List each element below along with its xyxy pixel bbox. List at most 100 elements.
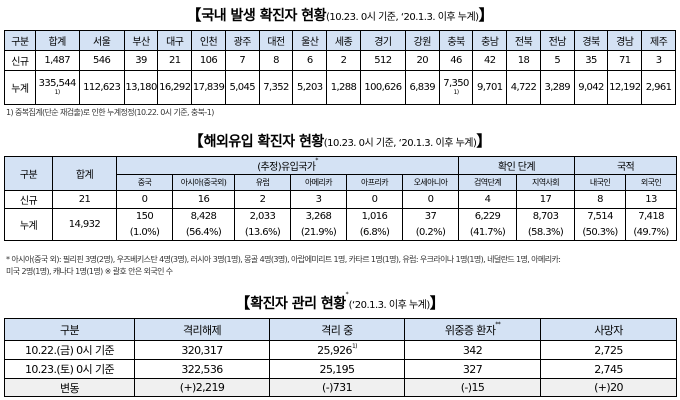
t2-subheader: 중국 (116, 174, 173, 191)
region-header-text: 대전 (267, 37, 285, 48)
t2-total-cell: 8,703 (516, 208, 576, 225)
table1-footnote: 1) 중복집계(단순 재검출)로 인한 누계정정(10.22. 0시 기준, 충… (6, 108, 214, 117)
t3-header-row: 구분 격리해제 격리 중 위중증 환자** 사망자 (4, 318, 677, 341)
t2-subheader: 아프리카 (346, 174, 403, 191)
t2-subheader-text: 아시아(중국외) (180, 178, 227, 187)
new-cases-cell: 39 (123, 50, 159, 71)
t2-total-cell-text: 7,418 (638, 211, 664, 223)
t2-total-cell-text: 3,268 (305, 211, 332, 223)
t3-cell-text: (+)2,219 (179, 381, 225, 394)
new-cases-cell: 5 (539, 50, 575, 71)
t3-cell: 320,317 (134, 340, 270, 360)
t3-cell-text: 25,195 (319, 362, 355, 376)
new-cases-cell-text: 35 (585, 55, 597, 66)
t2-total-cell: 7,514 (574, 208, 627, 225)
region-header: 구분 (4, 30, 36, 51)
t2-new-cell: 17 (516, 190, 576, 209)
region-header: 인천 (191, 30, 226, 51)
region-header: 울산 (292, 30, 328, 51)
t3-cell: (-)731 (269, 378, 405, 397)
t2-subheader: 아시아(중국외) (172, 174, 235, 191)
region-header: 전북 (506, 30, 541, 51)
new-cases-cell-text: 1,487 (44, 55, 70, 66)
footnote-marker: 1) (453, 89, 460, 96)
new-cases-cell: 512 (359, 50, 406, 71)
t3-cell: (-)15 (404, 378, 541, 397)
imported-cases-table: 구분 합계 (추정)유입국가* 확인 단계 국적 중국 아시아(중국외) 유럽 아메리… (4, 156, 678, 241)
t3-cell: 322,536 (134, 359, 270, 379)
total-cases-cell-text: 7,352 (263, 82, 289, 93)
t3-cell-text: (-)15 (460, 381, 485, 394)
total-cases-cell-text: 6,839 (409, 82, 436, 93)
table3-title: 【확진자 관리 현황*(‘20.1.3. 이후 누계)】 (235, 291, 445, 312)
t2-country-header: (추정)유입국가* (115, 156, 460, 175)
total-cases-cell-text: 13,180 (125, 82, 157, 93)
new-cases-cell-text: 546 (92, 55, 111, 66)
t3-header: 격리해제 (134, 318, 270, 341)
t2-subheader-text: 아메리카 (304, 178, 333, 187)
new-cases-cell: 신규 (4, 50, 36, 71)
total-cases-cell-text: 7,350 (443, 78, 469, 89)
new-cases-cell: 1,487 (34, 50, 80, 71)
t2-total-cell-text: 8,428 (190, 211, 217, 223)
t3-cell: (+)20 (540, 378, 677, 397)
region-header: 합계 (34, 30, 80, 51)
new-cases-cell-text: 6 (306, 55, 313, 66)
new-cases-cell-text: 512 (374, 55, 392, 66)
t2-pct-cell: (50.3%) (574, 224, 627, 241)
t2-new-cell-text: 신규 (19, 196, 38, 207)
t3-header: 구분 (4, 318, 135, 341)
t2-new-row: 신규 21 0 16 2 3 0 0 4 17 8 13 (4, 190, 678, 209)
new-cases-cell-text: 39 (135, 55, 147, 66)
t3-cell-text: 10.22.(금) 0시 기준 (24, 344, 115, 357)
t3-cell-text: 10.23.(토) 0시 기준 (24, 363, 115, 376)
t2-total-cell-text: 6,229 (474, 211, 501, 223)
total-cases-cell: 13,180 (123, 70, 159, 105)
total-cases-cell-text: 5,045 (229, 82, 256, 93)
t3-row: 10.22.(금) 0시 기준 320,317 25,9261) 342 2,725 (4, 340, 677, 360)
total-cases-cell: 112,623 (78, 70, 125, 105)
t3-cell-text: 327 (462, 362, 483, 376)
t3-cell-text: (+)20 (594, 381, 623, 394)
t3-cell: (+)2,219 (134, 378, 270, 397)
new-cases-cell: 8 (258, 50, 294, 71)
t3-cell-text: 320,317 (181, 343, 223, 357)
t3-cell: 2,745 (540, 359, 677, 379)
region-header: 충북 (438, 30, 474, 51)
region-header: 강원 (404, 30, 440, 51)
new-cases-cell-text: 3 (655, 55, 662, 66)
t2-total-label: 누계 (4, 208, 53, 241)
t2-total-row: 누계 14,932 150 8,428 2,033 3,268 1,016 37 6,229… (4, 208, 678, 241)
t2-subheader: 유럽 (234, 174, 291, 191)
region-header: 전남 (539, 30, 575, 51)
t2-pct-cell-text: (13.6%) (244, 226, 281, 238)
t2-subheader: 오세아니아 (401, 174, 460, 191)
t2-pct-cell-text: (58.3%) (527, 226, 564, 238)
region-header-text: 서울 (93, 37, 111, 48)
new-cases-cell-text: 20 (416, 55, 429, 66)
t2-pct-cell: (1.0%) (116, 224, 173, 241)
total-cases-cell: 9,701 (472, 70, 508, 105)
total-cases-cell: 3,289 (539, 70, 575, 105)
t2-subheader-text: 중국 (137, 178, 152, 187)
new-cases-cell-text: 71 (619, 55, 631, 66)
table1-total-row: 누계 335,544 1) 112,623 13,180 16,292 17,839 5,04… (4, 70, 676, 105)
region-header: 광주 (224, 30, 260, 51)
new-cases-cell-text: 2 (340, 55, 347, 66)
t2-subheader-text: 내국인 (589, 178, 611, 187)
region-header-text: 충북 (447, 37, 465, 48)
t2-sum-header: 합계 (52, 156, 117, 191)
total-cases-cell-text: 16,292 (159, 82, 191, 93)
t2-total-cell: 3,268 (290, 208, 347, 225)
t2-pct-cell-text: (50.3%) (582, 226, 618, 238)
region-header: 경북 (573, 30, 609, 51)
t2-gubun-header: 구분 (4, 156, 53, 191)
t3-cell-text: 2,745 (594, 362, 623, 376)
t2-new-cell-text: 21 (78, 194, 91, 205)
new-cases-cell: 20 (404, 50, 440, 71)
t2-new-cell: 21 (52, 190, 117, 209)
total-cases-cell: 1,288 (326, 70, 361, 105)
region-header: 부산 (123, 30, 159, 51)
t2-nation-header: 국적 (574, 156, 678, 175)
t2-pct-cell: (49.7%) (625, 224, 678, 241)
